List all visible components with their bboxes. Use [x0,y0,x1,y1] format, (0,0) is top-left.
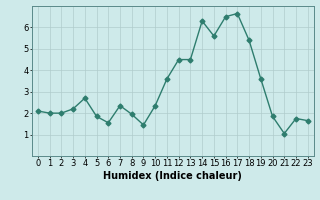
X-axis label: Humidex (Indice chaleur): Humidex (Indice chaleur) [103,171,242,181]
